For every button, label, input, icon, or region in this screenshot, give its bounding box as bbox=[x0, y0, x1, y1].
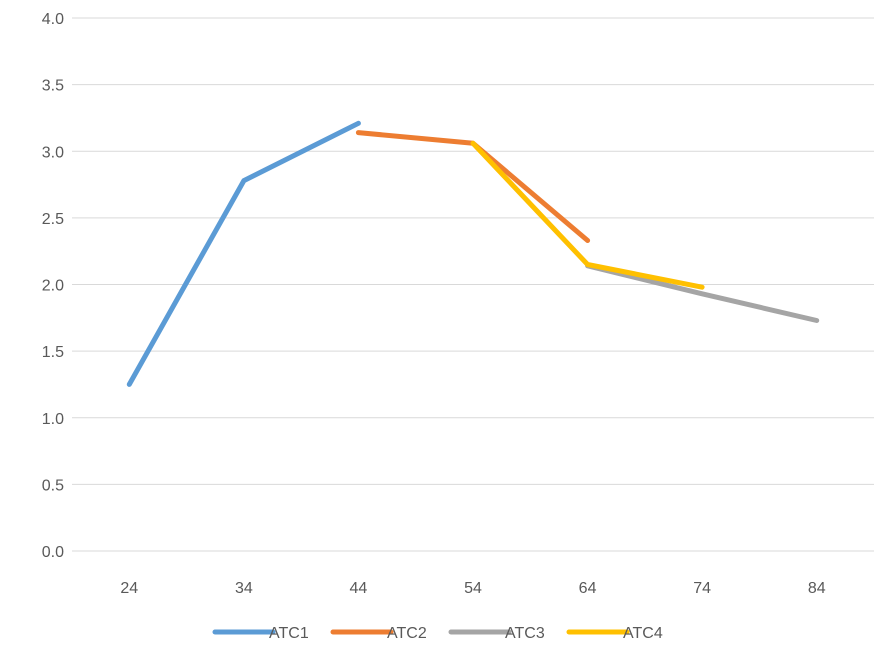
y-tick-label: 1.0 bbox=[42, 411, 64, 428]
legend-label: ATC2 bbox=[387, 625, 427, 642]
x-tick-label: 24 bbox=[120, 580, 138, 597]
y-tick-label: 2.5 bbox=[42, 211, 64, 228]
gridlines bbox=[72, 17, 874, 552]
legend: ATC1 ATC2 ATC3 ATC4 bbox=[212, 625, 663, 642]
legend-item-atc3: ATC3 bbox=[448, 625, 545, 642]
y-tick-label: 1.5 bbox=[42, 344, 64, 361]
series-line-atc1 bbox=[126, 120, 361, 387]
y-tick-label: 0.0 bbox=[42, 544, 64, 561]
legend-label: ATC3 bbox=[505, 625, 545, 642]
series-line-atc2 bbox=[355, 130, 591, 243]
legend-item-atc2: ATC2 bbox=[330, 625, 427, 642]
y-tick-label: 0.5 bbox=[42, 477, 64, 494]
y-tick-label: 3.0 bbox=[42, 144, 64, 161]
x-tick-label: 44 bbox=[350, 580, 368, 597]
x-tick-label: 54 bbox=[464, 580, 482, 597]
series-line-atc4 bbox=[470, 140, 705, 290]
x-tick-label: 74 bbox=[693, 580, 711, 597]
series-line-atc3 bbox=[585, 263, 820, 323]
x-tick-label: 84 bbox=[808, 580, 826, 597]
x-tick-label: 34 bbox=[235, 580, 253, 597]
y-tick-label: 4.0 bbox=[42, 11, 64, 28]
y-axis-tick-labels: 0.0 0.5 1.0 1.5 2.0 2.5 3.0 3.5 4.0 bbox=[42, 11, 64, 561]
series-lines bbox=[126, 120, 820, 387]
legend-item-atc1: ATC1 bbox=[212, 625, 309, 642]
y-tick-label: 3.5 bbox=[42, 78, 64, 95]
legend-label: ATC1 bbox=[269, 625, 309, 642]
x-axis-tick-labels: 24 34 44 54 64 74 84 bbox=[120, 580, 825, 597]
legend-item-atc4: ATC4 bbox=[566, 625, 663, 642]
legend-label: ATC4 bbox=[623, 625, 663, 642]
x-tick-label: 64 bbox=[579, 580, 597, 597]
y-tick-label: 2.0 bbox=[42, 278, 64, 295]
